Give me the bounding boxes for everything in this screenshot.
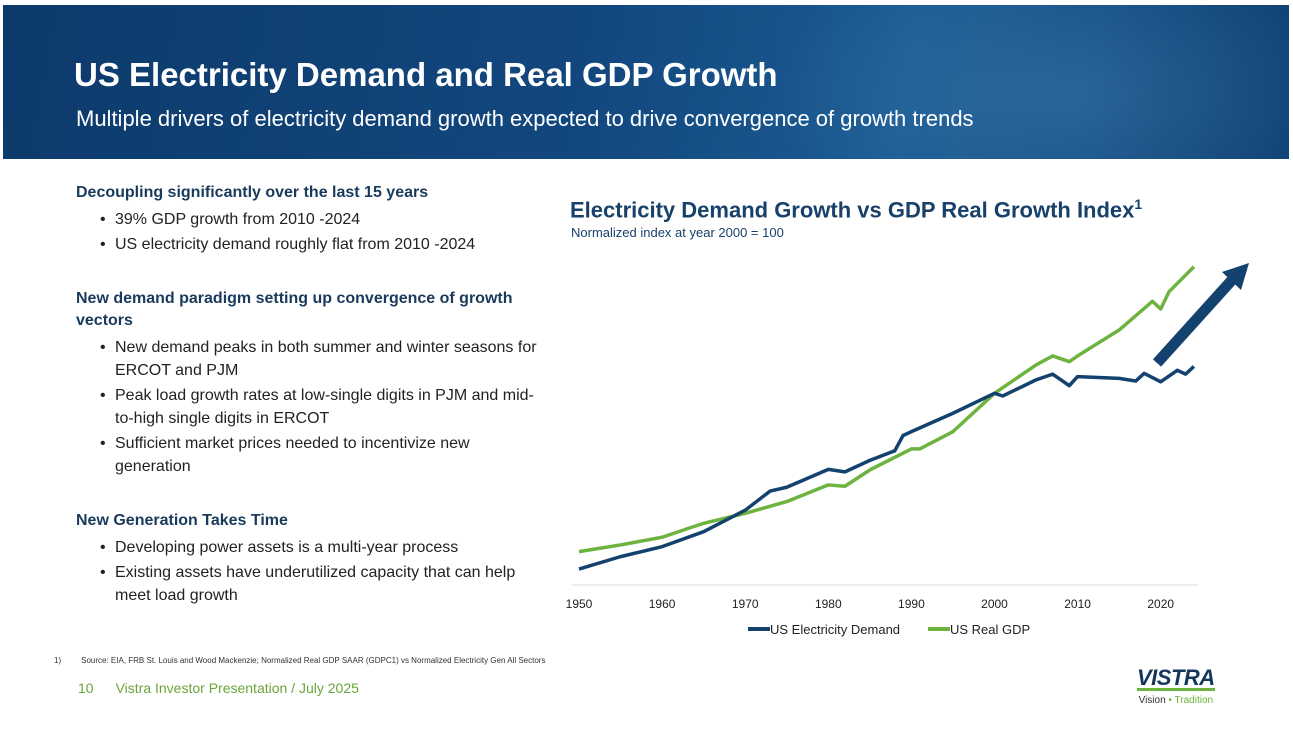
bullet-panel: Decoupling significantly over the last 1…: [76, 182, 546, 609]
bullet: US electricity demand roughly flat from …: [100, 233, 546, 256]
section-heading: Decoupling significantly over the last 1…: [76, 184, 429, 201]
series-line-electricity: [578, 365, 1196, 571]
legend-label: US Electricity Demand: [770, 622, 900, 637]
x-tick-label: 1970: [732, 597, 759, 611]
x-tick-label: 1950: [566, 597, 593, 611]
page-number: 10: [78, 680, 94, 696]
x-tick-label: 1960: [649, 597, 676, 611]
chart-title: Electricity Demand Growth vs GDP Real Gr…: [570, 196, 1143, 223]
section-decoupling: Decoupling significantly over the last 1…: [76, 182, 546, 256]
bullet: Peak load growth rates at low-single dig…: [100, 384, 546, 430]
chart-subtitle: Normalized index at year 2000 = 100: [571, 225, 784, 240]
bullet: New demand peaks in both summer and wint…: [100, 336, 546, 382]
x-tick-label: 2000: [981, 597, 1008, 611]
section-heading: New Generation Takes Time: [76, 512, 288, 529]
x-tick-label: 2010: [1064, 597, 1091, 611]
trend-arrow-icon: [1222, 263, 1249, 290]
trend-arrow-shaft: [1152, 276, 1237, 367]
vistra-logo: VISTRA Vision • Tradition: [1137, 665, 1215, 706]
page-subtitle: Multiple drivers of electricity demand g…: [76, 106, 974, 131]
bullet: 39% GDP growth from 2010 -2024: [100, 208, 546, 231]
x-tick-label: 2020: [1147, 597, 1174, 611]
footnote: 1) Source: EIA, FRB St. Louis and Wood Ma…: [54, 656, 546, 665]
section-heading: New demand paradigm setting up convergen…: [76, 290, 513, 329]
legend-label: US Real GDP: [950, 622, 1030, 637]
bullet: Existing assets have underutilized capac…: [100, 561, 546, 607]
bullet: Sufficient market prices needed to incen…: [100, 432, 546, 478]
page-title: US Electricity Demand and Real GDP Growt…: [74, 56, 778, 93]
bullet: Developing power assets is a multi-year …: [100, 536, 546, 559]
footer-label: Vistra Investor Presentation / July 2025: [115, 680, 359, 696]
x-tick-label: 1990: [898, 597, 925, 611]
footer: 10 Vistra Investor Presentation / July 20…: [78, 680, 359, 696]
header-banner: [3, 5, 1289, 159]
series-line-gdp: [578, 265, 1196, 554]
section-generation: New Generation Takes Time Developing pow…: [76, 510, 546, 607]
section-paradigm: New demand paradigm setting up convergen…: [76, 288, 546, 478]
x-tick-label: 1980: [815, 597, 842, 611]
